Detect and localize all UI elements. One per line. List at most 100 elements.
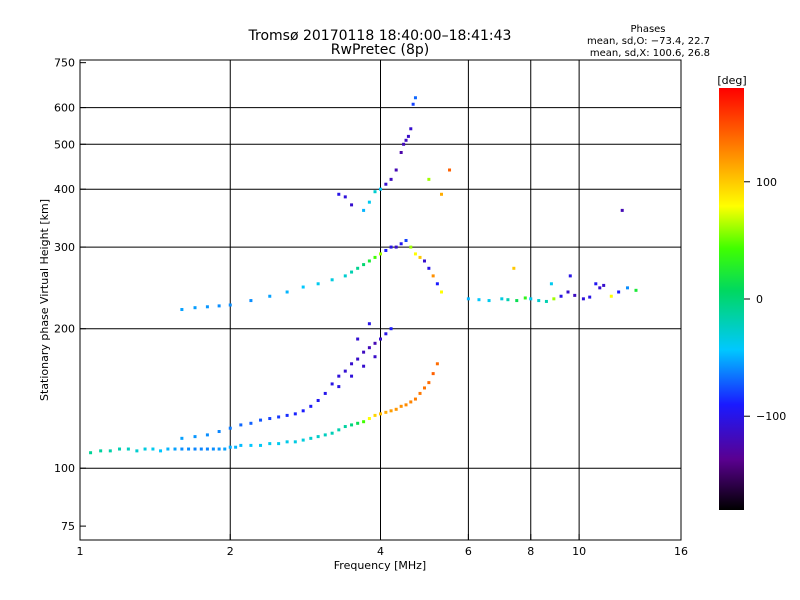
data-point <box>379 252 382 256</box>
data-point <box>529 297 533 301</box>
data-point <box>367 200 371 204</box>
data-point <box>399 404 403 408</box>
data-point <box>337 385 341 389</box>
data-point <box>406 134 410 138</box>
x-tick-label: 4 <box>377 545 384 558</box>
data-point <box>356 337 360 341</box>
data-point <box>343 425 347 429</box>
data-point <box>217 447 221 451</box>
data-point <box>523 296 527 300</box>
data-point <box>309 404 313 408</box>
data-point <box>350 270 354 274</box>
data-point <box>362 263 366 267</box>
data-point <box>180 436 184 440</box>
legend-line-o: mean, sd,O: −73.4, 22.7 <box>587 36 710 47</box>
data-point <box>367 322 371 326</box>
data-point <box>549 282 553 286</box>
data-point <box>126 447 130 451</box>
data-point <box>223 447 227 451</box>
data-point <box>108 449 112 453</box>
data-point <box>625 286 629 290</box>
data-point <box>537 299 541 303</box>
data-point <box>89 451 93 455</box>
data-point <box>418 255 422 259</box>
data-point <box>602 283 606 287</box>
data-point <box>199 447 203 451</box>
data-point <box>367 417 371 421</box>
data-point <box>180 308 184 312</box>
data-point <box>211 447 215 451</box>
data-point <box>379 337 382 341</box>
y-tick-label: 500 <box>54 138 75 151</box>
data-point <box>435 282 439 286</box>
data-point <box>362 208 366 212</box>
data-point <box>418 391 422 395</box>
data-point <box>356 266 360 270</box>
data-point <box>301 409 305 413</box>
colorbar-tick-label: 0 <box>756 293 763 306</box>
data-point <box>362 350 366 354</box>
data-point <box>431 372 435 376</box>
data-point <box>239 443 243 447</box>
data-point <box>431 274 435 278</box>
data-point <box>343 369 347 373</box>
data-point <box>337 192 341 196</box>
data-point <box>427 266 431 270</box>
data-point <box>323 433 327 437</box>
data-point <box>389 409 393 413</box>
data-point <box>323 391 327 395</box>
y-tick-label: 75 <box>61 520 75 533</box>
data-point <box>316 282 320 286</box>
data-point <box>568 274 572 278</box>
data-point <box>477 298 481 302</box>
data-point <box>413 397 417 401</box>
data-point <box>379 187 382 191</box>
data-point <box>343 274 347 278</box>
data-point <box>205 305 209 309</box>
data-point <box>394 407 398 411</box>
data-point <box>384 182 388 186</box>
data-point <box>440 290 444 294</box>
data-point <box>228 445 232 449</box>
data-point <box>384 332 388 336</box>
data-point <box>268 442 272 446</box>
data-points <box>89 96 638 455</box>
data-point <box>588 295 592 299</box>
data-point <box>409 245 413 249</box>
data-point <box>373 255 377 259</box>
data-point <box>422 386 426 390</box>
data-point <box>411 102 415 106</box>
x-tick-label: 2 <box>227 545 234 558</box>
data-point <box>384 248 388 252</box>
data-point <box>249 299 253 303</box>
data-point <box>379 412 382 416</box>
data-point <box>356 357 360 361</box>
data-point <box>367 346 371 350</box>
legend-title: Phases <box>630 24 665 35</box>
data-point <box>259 443 263 447</box>
data-point <box>389 177 393 181</box>
data-point <box>389 327 393 331</box>
data-point <box>394 168 398 172</box>
data-point <box>293 412 297 416</box>
data-point <box>234 445 238 449</box>
data-point <box>367 259 371 263</box>
data-point <box>330 431 334 435</box>
data-point <box>448 168 452 172</box>
data-point <box>151 447 155 451</box>
data-point <box>389 245 393 249</box>
data-point <box>350 374 354 378</box>
data-point <box>427 177 431 181</box>
y-tick-label: 600 <box>54 102 75 115</box>
data-point <box>330 278 334 282</box>
data-point <box>350 423 354 427</box>
data-point <box>187 447 191 451</box>
data-point <box>118 447 122 451</box>
data-point <box>268 417 272 421</box>
axis-ticks: 1 2 4 6 8 10 16 75 100 200 300 400 500 600 750 <box>54 57 688 558</box>
data-point <box>356 421 360 425</box>
data-point <box>277 415 281 419</box>
x-axis-label: Frequency [MHz] <box>334 559 426 572</box>
data-point <box>135 449 139 453</box>
